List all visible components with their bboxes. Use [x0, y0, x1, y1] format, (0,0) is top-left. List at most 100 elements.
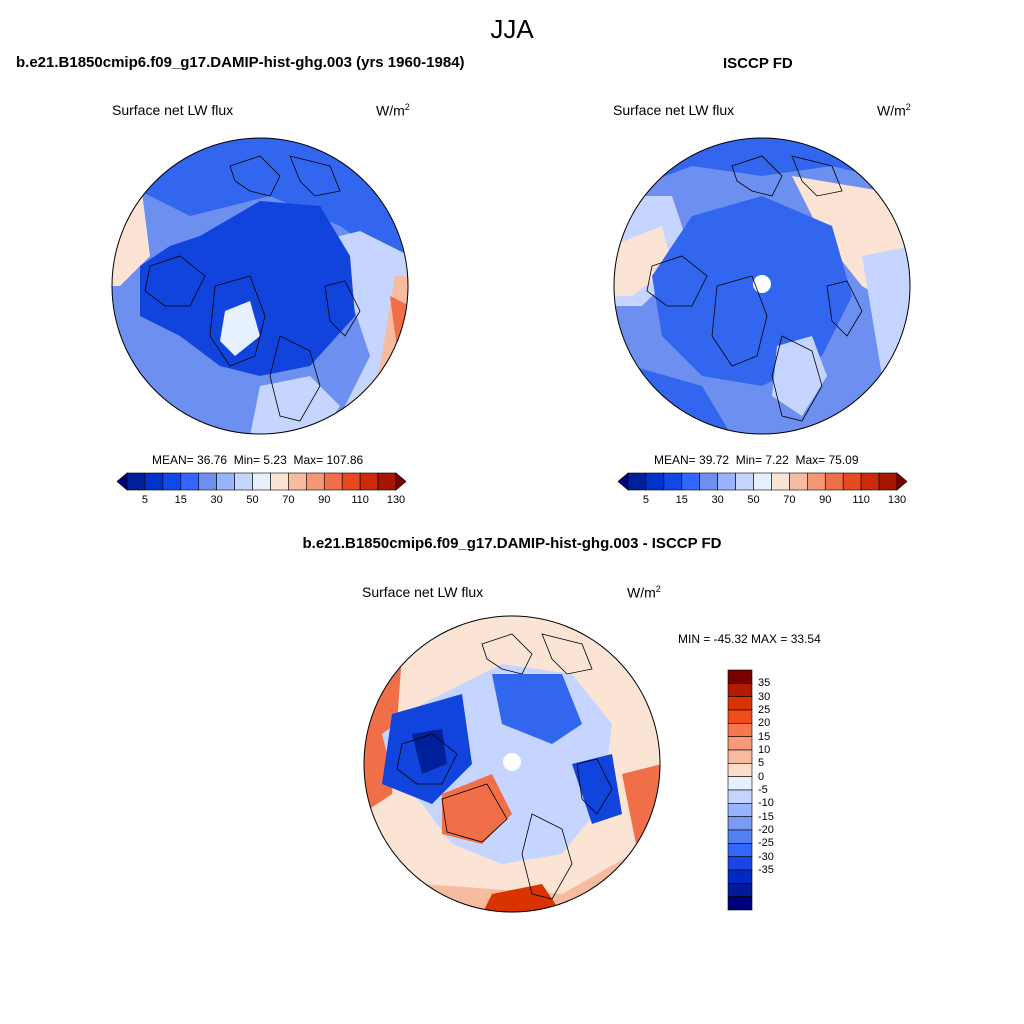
colorbar-box [771, 472, 790, 491]
colorbar-tick-label: 50 [246, 494, 259, 506]
colorbar-box [824, 472, 844, 491]
panel-model-units: W/m2 [376, 102, 410, 119]
colorbar-box [699, 472, 718, 491]
colorbar-box [180, 472, 200, 491]
colorbar-box [252, 472, 271, 491]
colorbar-tick-label: 15 [174, 494, 187, 506]
obs-map-border [613, 137, 911, 435]
diff-field-mid-blue-north [492, 674, 582, 744]
model-coastlines [144, 155, 361, 422]
obs-field-mid-blue-core [652, 196, 852, 386]
panel-model-map [111, 137, 409, 435]
colorbar-box [727, 869, 753, 884]
panel-diff-stats: MIN = -45.32 MAX = 33.54 [678, 632, 821, 646]
colorbar-box [717, 472, 736, 491]
colorbar-box [896, 472, 908, 491]
colorbar-tick-label: 130 [887, 494, 907, 506]
colorbar-box [727, 763, 753, 777]
panel-obs-units: W/m2 [877, 102, 911, 119]
colorbar-tick-label: 20 [758, 717, 771, 730]
colorbar-tick-label: -5 [758, 784, 768, 796]
colorbar-box [627, 472, 647, 491]
colorbar-box [144, 472, 164, 491]
colorbar-box [116, 472, 128, 491]
colorbar-tick-label: 30 [711, 494, 724, 506]
panel-diff-colorbar [727, 669, 753, 911]
colorbar-box [617, 472, 629, 491]
colorbar-box [807, 472, 826, 491]
panel-model-colorbar [116, 472, 407, 491]
colorbar-tick-label: 35 [758, 677, 771, 690]
colorbar-box [126, 472, 146, 491]
model-field-deep-blue [140, 201, 355, 376]
panel-model-title: b.e21.B1850cmip6.f09_g17.DAMIP-hist-ghg.… [16, 54, 465, 71]
colorbar-box [860, 472, 880, 491]
colorbar-box [727, 696, 753, 711]
panel-diff-colorbar-ticks: 35 30 25 20 15 10 5 0 -5 -10 -15 -20 -25 -30 -35 [758, 670, 798, 910]
colorbar-box [681, 472, 701, 491]
panel-obs-variable: Surface net LW flux [613, 102, 735, 118]
colorbar-tick-label: 110 [852, 494, 870, 506]
colorbar-tick-label: 5 [642, 494, 649, 506]
colorbar-tick-label: 0 [758, 770, 765, 783]
panel-obs-colorbar-ticks: 5 15 30 50 70 90 110 130 [618, 494, 907, 508]
colorbar-tick-label: -20 [758, 824, 774, 836]
colorbar-box [288, 472, 307, 491]
colorbar-tick-label: 30 [210, 494, 223, 506]
colorbar-box [727, 803, 753, 817]
panel-diff-map [363, 615, 661, 913]
colorbar-box [727, 789, 753, 804]
colorbar-box [216, 472, 235, 491]
colorbar-box [727, 683, 753, 697]
colorbar-box [645, 472, 665, 491]
colorbar-box [270, 472, 289, 491]
colorbar-tick-label: 90 [819, 494, 832, 506]
colorbar-box [727, 749, 753, 764]
colorbar-tick-label: 10 [758, 744, 771, 756]
panel-obs-map [613, 137, 911, 435]
panel-obs-colorbar [617, 472, 908, 491]
panel-diff-units: W/m2 [627, 584, 661, 601]
model-field-greenland-pale [220, 301, 260, 356]
colorbar-box [753, 472, 772, 491]
colorbar-box [735, 472, 754, 491]
diff-field-red-south [482, 884, 562, 912]
colorbar-box [842, 472, 862, 491]
colorbar-box [727, 776, 753, 791]
colorbar-box [198, 472, 217, 491]
colorbar-box [727, 669, 753, 684]
obs-field-peach-west [614, 226, 672, 296]
colorbar-tick-label: 5 [758, 757, 765, 770]
colorbar-box [663, 472, 683, 491]
panel-model-stats: MEAN= 36.76 Min= 5.23 Max= 107.86 [152, 453, 364, 467]
colorbar-tick-label: 70 [282, 494, 295, 506]
colorbar-box [727, 843, 753, 857]
colorbar-box [234, 472, 253, 491]
colorbar-box [727, 829, 753, 844]
colorbar-box [727, 896, 753, 911]
colorbar-box [727, 709, 753, 724]
colorbar-box [377, 472, 397, 491]
colorbar-tick-label: 30 [758, 690, 771, 703]
colorbar-box [727, 856, 753, 871]
colorbar-tick-label: -35 [758, 864, 774, 876]
colorbar-box [395, 472, 407, 491]
colorbar-box [878, 472, 898, 491]
model-map-border [111, 137, 409, 435]
colorbar-box [306, 472, 325, 491]
colorbar-tick-label: -10 [758, 797, 774, 810]
diff-field-navy-core [412, 729, 447, 774]
colorbar-box [727, 816, 753, 831]
colorbar-tick-label: 130 [386, 494, 406, 506]
colorbar-tick-label: -25 [758, 837, 774, 850]
colorbar-box [727, 883, 753, 897]
colorbar-tick-label: 15 [675, 494, 688, 506]
panel-diff-title: b.e21.B1850cmip6.f09_g17.DAMIP-hist-ghg.… [302, 535, 722, 552]
colorbar-tick-label: 110 [351, 494, 369, 506]
colorbar-box [359, 472, 379, 491]
colorbar-tick-label: 25 [758, 704, 771, 716]
diff-map-border [363, 615, 661, 913]
diff-pole-hole [503, 753, 521, 771]
colorbar-box [789, 472, 808, 491]
colorbar-tick-label: 5 [141, 494, 148, 506]
